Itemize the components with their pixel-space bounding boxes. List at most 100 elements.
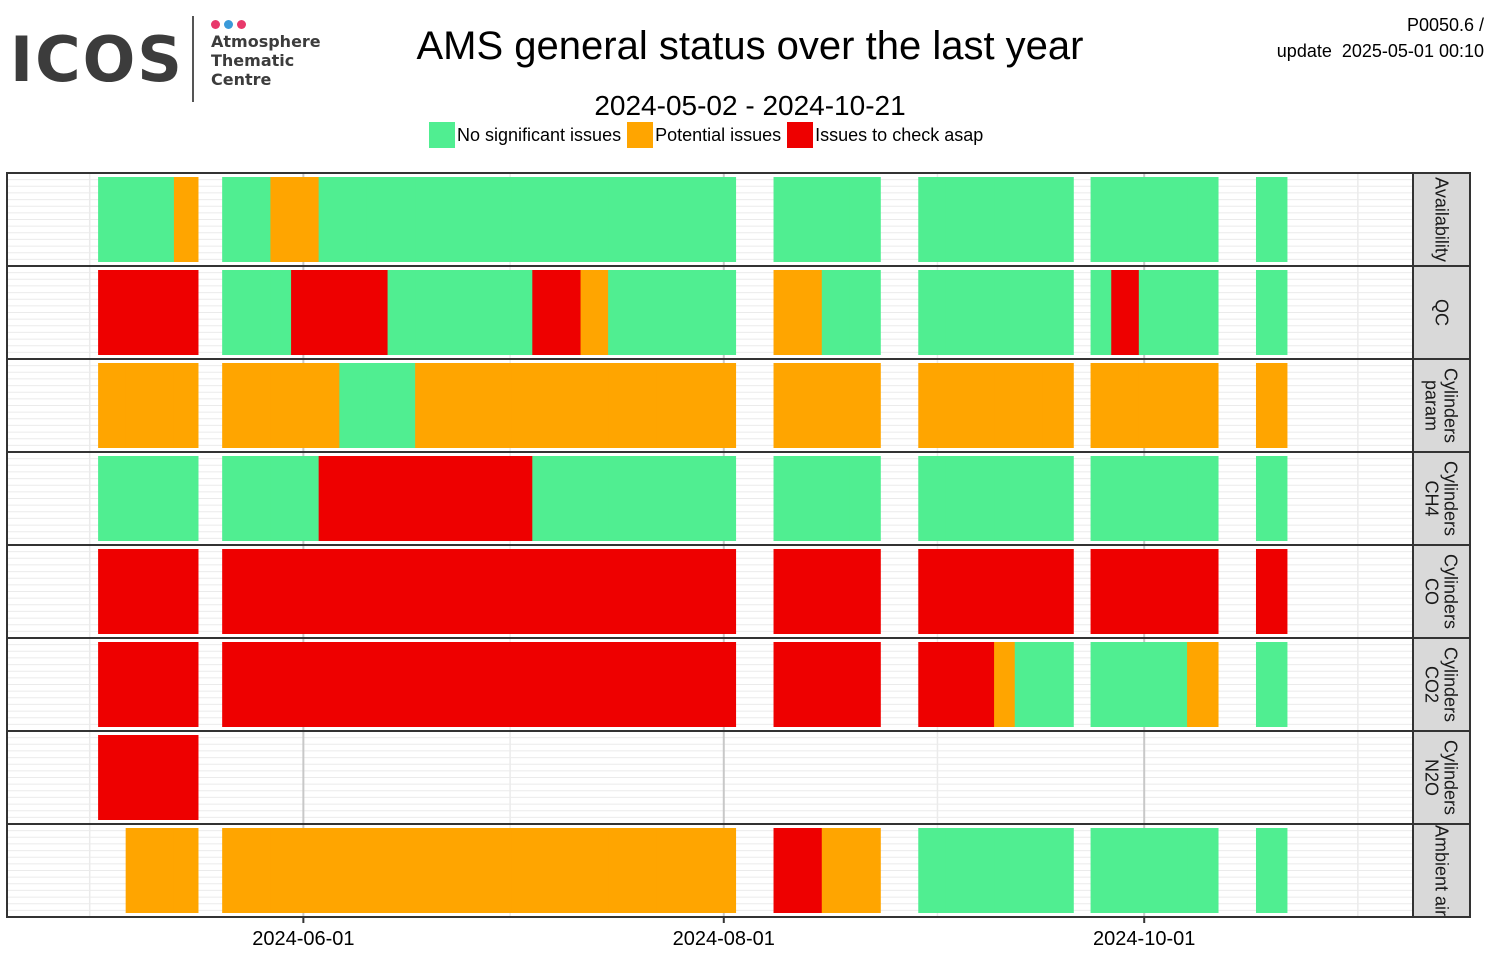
- status-cell: [125, 456, 178, 541]
- update-time: 2025-05-01 00:10: [1341, 41, 1484, 61]
- x-tick-label: 2024-08-01: [673, 928, 775, 950]
- status-cell: [1090, 828, 1143, 913]
- status-cell: [318, 177, 371, 262]
- status-cell: [173, 177, 199, 262]
- status-cell: [656, 642, 709, 727]
- status-cell: [270, 177, 323, 262]
- status-cell: [945, 456, 998, 541]
- status-cell: [945, 642, 998, 727]
- status-cell: [318, 456, 371, 541]
- status-cell: [608, 828, 661, 913]
- status-cell: [945, 270, 998, 355]
- status-cell: [98, 363, 130, 448]
- status-cell: [608, 363, 661, 448]
- status-cell: [318, 642, 371, 727]
- status-cell: [918, 177, 950, 262]
- legend-swatch: [627, 122, 654, 148]
- status-cell: [656, 828, 709, 913]
- status-cell: [173, 363, 199, 448]
- status-cell: [849, 828, 881, 913]
- facet-label-line: Cylinders: [1441, 647, 1461, 722]
- status-cell: [849, 549, 881, 634]
- facet-label: CylindersN2O: [1422, 740, 1461, 815]
- status-cell: [270, 456, 323, 541]
- status-cell: [1090, 177, 1143, 262]
- status-cell: [270, 270, 295, 355]
- status-cell: [1042, 549, 1074, 634]
- status-cell: [532, 456, 564, 541]
- status-cell: [1138, 363, 1191, 448]
- status-cell: [849, 270, 881, 355]
- status-cell: [945, 549, 998, 634]
- status-cell: [1111, 270, 1143, 355]
- status-cell: [270, 363, 323, 448]
- status-cell: [415, 456, 468, 541]
- status-cell: [559, 642, 613, 727]
- status-cell: [1255, 363, 1288, 448]
- facet-label: QC: [1432, 299, 1452, 326]
- status-cell: [656, 177, 709, 262]
- status-cell: [415, 549, 468, 634]
- status-cell: [1042, 177, 1074, 262]
- logo-divider: [192, 16, 194, 102]
- status-cell: [704, 549, 737, 634]
- status-cell: [945, 828, 998, 913]
- logo-line-2: Thematic: [211, 51, 295, 70]
- status-cell: [463, 828, 516, 913]
- status-cell: [1138, 456, 1191, 541]
- status-cell: [773, 270, 805, 355]
- status-cell: [945, 363, 998, 448]
- status-cell: [1187, 549, 1219, 634]
- logo-line-3: Centre: [211, 70, 272, 89]
- facet-label-line: CO: [1422, 578, 1442, 605]
- status-cell: [608, 456, 661, 541]
- status-cell: [559, 828, 613, 913]
- status-cell: [125, 642, 178, 727]
- status-cell: [125, 270, 178, 355]
- status-cell: [511, 549, 564, 634]
- status-cell: [1187, 828, 1219, 913]
- status-cell: [415, 642, 468, 727]
- status-cell: [270, 642, 323, 727]
- status-cell: [1042, 456, 1074, 541]
- status-cell: [994, 642, 1019, 727]
- status-cell: [849, 177, 881, 262]
- status-cell: [1090, 270, 1116, 355]
- facet-strip: [1412, 823, 1471, 918]
- logo-dot-icon: [237, 20, 246, 29]
- x-tick-label: 2024-06-01: [252, 928, 354, 950]
- status-cell: [222, 642, 275, 727]
- logo-subtitle: Atmosphere Thematic Centre: [211, 32, 321, 89]
- status-cell: [608, 642, 661, 727]
- status-cell: [463, 270, 516, 355]
- status-cell: [318, 828, 371, 913]
- facet-label: CylindersCO2: [1422, 647, 1461, 722]
- status-cell: [656, 363, 709, 448]
- status-cell: [821, 828, 854, 913]
- facet-label-line: N2O: [1422, 759, 1442, 796]
- status-cell: [1090, 363, 1143, 448]
- status-cell: [463, 456, 516, 541]
- status-cell: [511, 270, 537, 355]
- status-cell: [222, 363, 275, 448]
- status-cell: [1255, 270, 1288, 355]
- status-cell: [608, 549, 661, 634]
- legend-label: Potential issues: [655, 124, 782, 145]
- status-cell: [463, 177, 516, 262]
- status-cell: [125, 363, 178, 448]
- facet-label: CylindersCO: [1422, 554, 1461, 629]
- status-cell: [463, 549, 516, 634]
- status-cell: [1255, 177, 1288, 262]
- status-cell: [125, 828, 178, 913]
- status-cell: [849, 456, 881, 541]
- x-tick-label: 2024-10-01: [1093, 928, 1195, 950]
- facet-label-line: param: [1422, 380, 1442, 431]
- status-cell: [918, 270, 950, 355]
- status-cell: [773, 642, 805, 727]
- chart-title: AMS general status over the last year: [416, 24, 1084, 68]
- chart-legend: No significant issues Potential issues Iss…: [429, 121, 989, 149]
- status-cell: [291, 270, 323, 355]
- status-cell: [173, 642, 199, 727]
- status-cell: [773, 456, 805, 541]
